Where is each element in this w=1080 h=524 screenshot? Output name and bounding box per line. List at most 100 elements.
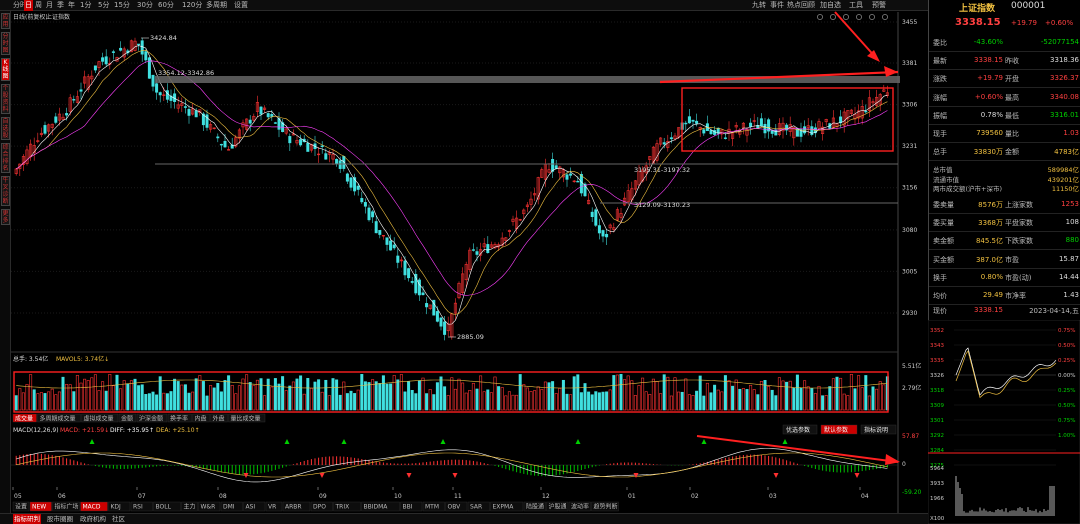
side-btn-2[interactable]: K线图 xyxy=(1,58,10,81)
side-btn-1[interactable]: 分时图 xyxy=(1,32,10,55)
indicator-btn-2[interactable]: 指标广场 xyxy=(52,501,80,512)
indicator-btn-20[interactable]: EXPMA xyxy=(490,501,524,512)
indicator-tab-6[interactable]: 内盘 xyxy=(192,413,210,423)
tab-bg[interactable] xyxy=(118,413,137,423)
toolbar-right-4[interactable]: 工具 xyxy=(849,1,863,9)
period-6[interactable]: 1分 xyxy=(80,1,92,9)
period-9[interactable]: 30分 xyxy=(137,1,153,9)
ind-bg[interactable] xyxy=(361,501,400,512)
period-11[interactable]: 120分 xyxy=(182,1,203,9)
ind-label[interactable]: BOLL xyxy=(156,504,172,511)
indicator-btn-16[interactable]: BBI xyxy=(400,501,423,512)
ind-bg[interactable] xyxy=(282,501,311,512)
tab-bg[interactable] xyxy=(228,413,266,423)
period-8[interactable]: 15分 xyxy=(114,1,130,9)
toolbar-right-2[interactable]: 热点回顾 xyxy=(787,1,815,9)
side-btn-5[interactable]: 综合排名 xyxy=(1,143,10,173)
ind-bg[interactable] xyxy=(445,501,468,512)
tab-label[interactable]: 成交量 xyxy=(15,415,33,423)
ind-bg[interactable] xyxy=(198,501,221,512)
ind-bg[interactable] xyxy=(108,501,131,512)
indicator-tab-2[interactable]: 虚拟成交量 xyxy=(81,413,119,423)
ind-bg[interactable] xyxy=(490,501,524,512)
tab-label[interactable]: 量比成交量 xyxy=(231,415,261,423)
bottom-tab-2[interactable]: 政府机构 xyxy=(80,515,106,523)
side-btn-0[interactable]: 应用 xyxy=(1,13,10,29)
ind-bg[interactable] xyxy=(52,501,80,512)
ind-label[interactable]: 主力 xyxy=(184,503,196,511)
tab-label[interactable]: 金额 xyxy=(121,415,133,423)
indicator-btn-23[interactable]: 波动率 xyxy=(568,501,591,512)
chart-tool-icon[interactable] xyxy=(869,14,875,20)
tab-label[interactable]: 外盘 xyxy=(213,415,225,423)
indicator-btn-14[interactable]: TRIX xyxy=(333,501,361,512)
indicator-btn-1[interactable]: NEW xyxy=(29,501,52,512)
ind-label[interactable]: ARBR xyxy=(285,504,302,511)
side-btn-3[interactable]: 个股资料 xyxy=(1,84,10,114)
ind-label[interactable]: NEW xyxy=(32,504,46,511)
ind-bg[interactable] xyxy=(181,501,198,512)
side-btn-7[interactable]: 更多 xyxy=(1,209,10,225)
ind-bg[interactable] xyxy=(310,501,333,512)
indicator-tab-0[interactable]: 成交量 xyxy=(12,413,37,423)
indicator-btn-4[interactable]: KDJ xyxy=(108,501,131,512)
ind-label[interactable]: 沪股通 xyxy=(549,503,567,511)
tab-bg[interactable] xyxy=(210,413,228,423)
chart-tool-icon[interactable] xyxy=(882,14,888,20)
ind-bg[interactable] xyxy=(523,501,546,512)
period-7[interactable]: 5分 xyxy=(98,1,110,9)
period-0[interactable]: 分时 xyxy=(13,1,27,9)
indicator-btn-8[interactable]: W&R xyxy=(198,501,221,512)
ind-bg[interactable] xyxy=(12,501,30,512)
indicator-btn-3[interactable]: MACD xyxy=(80,501,108,512)
ind-label[interactable]: BBI xyxy=(403,504,413,511)
indicator-btn-13[interactable]: DPO xyxy=(310,501,333,512)
indicator-btn-10[interactable]: ASI xyxy=(243,501,266,512)
ind-label[interactable]: DMI xyxy=(223,504,235,511)
ind-bg[interactable] xyxy=(568,501,591,512)
period-2[interactable]: 周 xyxy=(35,1,42,9)
ind-label[interactable]: DPO xyxy=(313,504,326,511)
ind-label[interactable]: BBIDMA xyxy=(364,504,389,511)
indicator-tab-8[interactable]: 量比成交量 xyxy=(228,413,266,423)
tab-label[interactable]: 多周期成交量 xyxy=(40,415,76,423)
ind-label[interactable]: 指标广场 xyxy=(55,503,79,511)
bottom-tab-3[interactable]: 社区 xyxy=(112,515,125,523)
ind-bg[interactable] xyxy=(546,501,569,512)
ind-bg[interactable] xyxy=(467,501,490,512)
chart-tool-icons[interactable] xyxy=(817,14,888,20)
indicator-btn-12[interactable]: ARBR xyxy=(282,501,311,512)
indicator-btn-5[interactable]: RSI xyxy=(130,501,153,512)
toolbar-right-1[interactable]: 事件 xyxy=(770,1,784,9)
macd-btn-bg[interactable] xyxy=(820,424,858,435)
chart-tool-icon[interactable] xyxy=(817,14,823,20)
tab-label[interactable]: 换手率 xyxy=(170,415,188,423)
bottom-tab-0[interactable]: 指标研判 xyxy=(13,514,41,524)
indicator-tab-5[interactable]: 换手率 xyxy=(167,413,192,423)
ind-label[interactable]: MACD xyxy=(83,504,101,511)
indicator-bar[interactable]: 设置 NEW 指标广场 MACD KDJ RSI BOLL 主力 W&R DMI ASI VR ARBR… xyxy=(12,501,619,512)
indicator-btn-17[interactable]: MTM xyxy=(422,501,445,512)
ind-label[interactable]: 陆股通 xyxy=(526,503,544,511)
period-1[interactable]: 日 xyxy=(24,0,33,11)
ind-bg[interactable] xyxy=(130,501,153,512)
indicator-btn-9[interactable]: DMI xyxy=(220,501,243,512)
indicator-tab-3[interactable]: 金额 xyxy=(118,413,137,423)
period-12[interactable]: 多周期 xyxy=(206,1,227,9)
ind-bg[interactable] xyxy=(591,501,619,512)
bottom-tab-1[interactable]: 股市圈圈 xyxy=(47,515,73,523)
tab-bg[interactable] xyxy=(167,413,192,423)
tab-label[interactable]: 沪深金额 xyxy=(139,415,163,423)
ind-label[interactable]: 波动率 xyxy=(571,503,589,511)
ind-bg[interactable] xyxy=(220,501,243,512)
indicator-btn-22[interactable]: 沪股通 xyxy=(546,501,569,512)
period-4[interactable]: 季 xyxy=(57,1,64,9)
toolbar-right-5[interactable]: 预警 xyxy=(872,1,886,9)
ind-bg[interactable] xyxy=(265,501,283,512)
indicator-btn-15[interactable]: BBIDMA xyxy=(361,501,400,512)
tab-bg[interactable] xyxy=(136,413,168,423)
chart-tool-icon[interactable] xyxy=(830,14,836,20)
volume-indicator-tabs[interactable]: 成交量 多周期成交量 虚拟成交量 金额 沪深金额 换手率 内盘 外盘 量比成交量 xyxy=(12,413,266,423)
macd-btn-label[interactable]: 指标说明 xyxy=(864,426,888,434)
indicator-tab-1[interactable]: 多周期成交量 xyxy=(37,413,81,423)
